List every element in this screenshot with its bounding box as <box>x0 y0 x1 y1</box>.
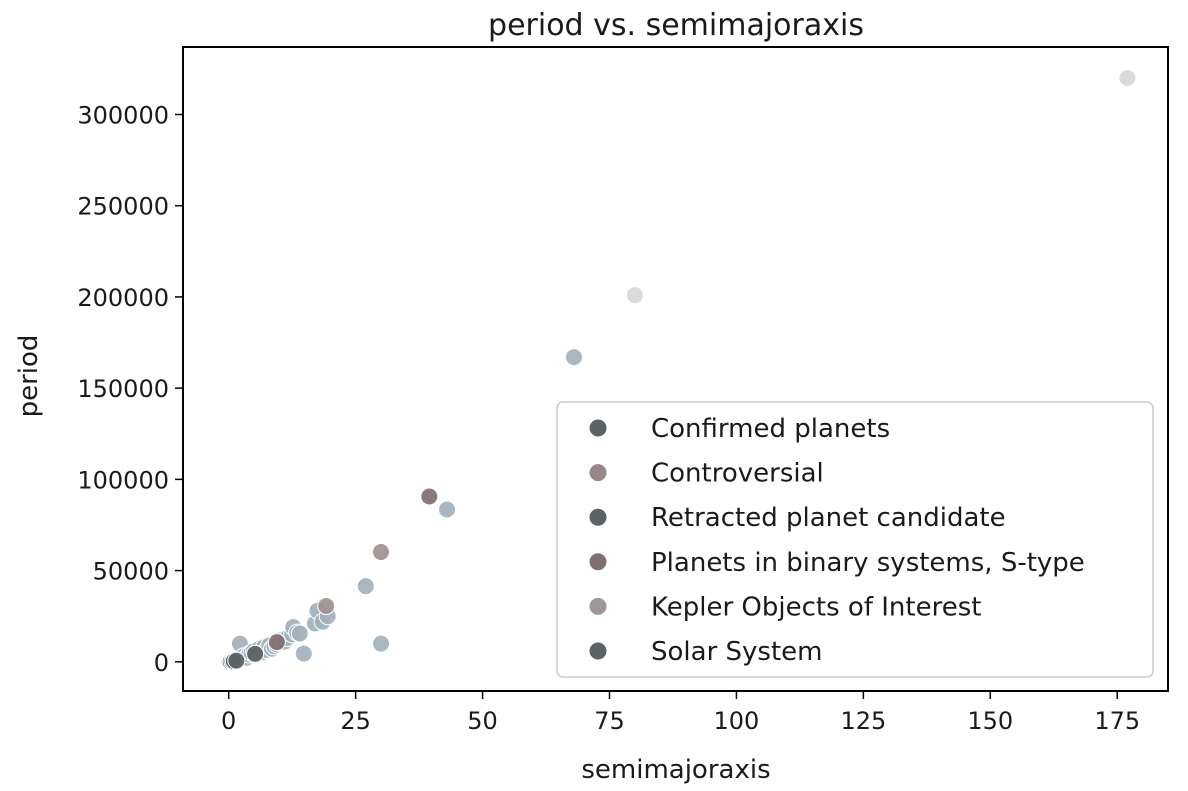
legend-label: Confirmed planets <box>651 414 890 444</box>
data-point <box>317 597 336 615</box>
x-tick-label: 50 <box>467 707 498 735</box>
data-point <box>246 644 265 663</box>
plot-frame <box>182 46 1169 692</box>
legend-entry: Confirmed planets <box>588 414 890 444</box>
legend-entry: Kepler Objects of Interest <box>588 592 981 622</box>
data-point <box>356 577 375 596</box>
y-tick-label: 300000 <box>77 102 169 130</box>
x-tick-label: 25 <box>340 707 371 735</box>
x-tick-label: 0 <box>221 707 236 735</box>
data-point <box>294 644 313 663</box>
legend-marker <box>588 463 608 483</box>
legend-marker <box>588 418 608 438</box>
legend-frame <box>556 401 1154 678</box>
y-axis-ticks: 0 50000 100000 150000 200000 250000 300000 <box>77 102 183 677</box>
legend-label: Solar System <box>651 637 822 667</box>
legend-marker <box>588 641 608 661</box>
y-tick-label: 200000 <box>77 284 169 312</box>
legend-label: Controversial <box>651 459 824 489</box>
x-tick-label: 175 <box>1094 707 1140 735</box>
legend-marker <box>588 507 608 527</box>
y-tick-label: 150000 <box>77 375 169 403</box>
legend-label: Planets in binary systems, S-type <box>651 548 1085 578</box>
data-point <box>625 286 644 305</box>
x-axis-label: semimajoraxis <box>581 755 770 785</box>
legend: Confirmed planets Controversial Retracted … <box>556 401 1154 678</box>
data-point <box>290 624 309 643</box>
x-tick-label: 100 <box>714 707 760 735</box>
legend-entry: Solar System <box>588 637 822 667</box>
y-tick-label: 250000 <box>77 193 169 221</box>
data-point <box>372 634 390 653</box>
x-axis-ticks: 0 25 50 75 100 125 150 175 <box>221 691 1140 735</box>
data-point <box>227 651 246 670</box>
legend-label: Kepler Objects of Interest <box>651 592 981 622</box>
legend-marker <box>588 596 608 616</box>
x-tick-label: 125 <box>840 707 886 735</box>
y-tick-label: 0 <box>154 649 169 677</box>
y-axis-label: period <box>14 335 44 418</box>
data-points <box>219 69 1137 671</box>
legend-marker <box>588 552 608 572</box>
x-tick-label: 150 <box>967 707 1013 735</box>
x-tick-label: 75 <box>594 707 625 735</box>
data-point <box>438 500 456 519</box>
data-point <box>267 633 286 652</box>
legend-label: Retracted planet candidate <box>651 503 1006 533</box>
data-point <box>372 543 390 561</box>
data-point <box>420 487 439 506</box>
data-point <box>1118 69 1137 87</box>
data-point <box>565 348 583 367</box>
legend-entry: Controversial <box>588 459 824 489</box>
legend-entry: Planets in binary systems, S-type <box>588 548 1085 578</box>
chart-title: period vs. semimajoraxis <box>488 8 864 43</box>
y-tick-label: 50000 <box>93 558 169 586</box>
legend-entry: Retracted planet candidate <box>588 503 1006 533</box>
y-tick-label: 100000 <box>77 466 169 494</box>
